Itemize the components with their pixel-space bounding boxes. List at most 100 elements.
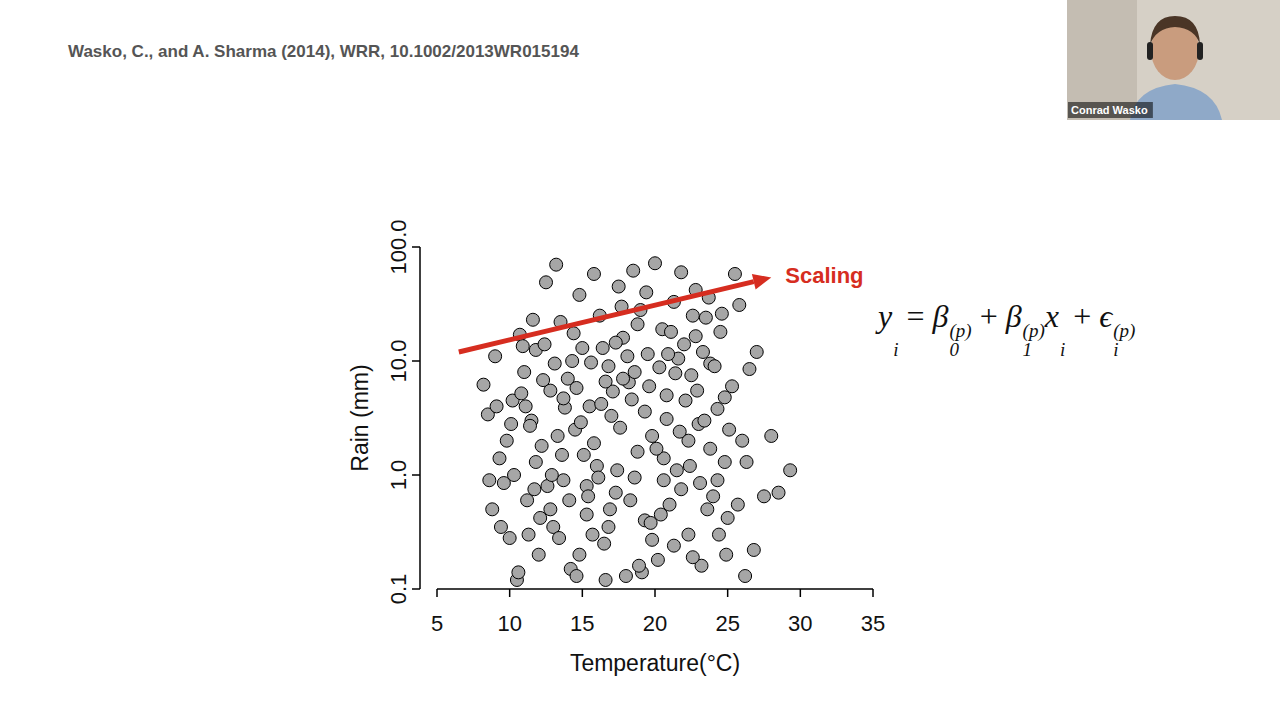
equation-part: + [972, 298, 1006, 334]
x-tick [727, 589, 729, 597]
point [529, 456, 542, 469]
point [505, 418, 518, 431]
point [566, 355, 579, 368]
point [573, 548, 586, 561]
y-axis-line [419, 247, 421, 589]
point [728, 267, 741, 280]
subscript: 0 [949, 340, 971, 360]
y-tick-label: 1.0 [386, 460, 411, 491]
point [649, 257, 662, 270]
subscript: i [893, 340, 898, 360]
y-tick-label: 0.1 [386, 574, 411, 605]
point [679, 394, 692, 407]
x-tick-label: 10 [497, 611, 521, 636]
point [528, 483, 541, 496]
point [612, 280, 625, 293]
point [555, 448, 568, 461]
point [696, 345, 709, 358]
point [489, 350, 502, 363]
point [686, 551, 699, 564]
equation-scripts: (p)0 [949, 321, 971, 361]
point [675, 266, 688, 279]
point [758, 490, 771, 503]
point [483, 474, 496, 487]
webcam-bg [1067, 0, 1280, 120]
equation-part: β [1006, 298, 1022, 334]
y-tick-label: 10.0 [386, 340, 411, 383]
y-tick [412, 246, 420, 248]
point [516, 340, 529, 353]
point [519, 400, 532, 413]
superscript [1060, 321, 1065, 341]
person-hair [1150, 16, 1200, 45]
point [686, 309, 699, 322]
x-tick-label: 20 [643, 611, 667, 636]
arrow-head [752, 274, 771, 290]
point [493, 452, 506, 465]
point [662, 348, 675, 361]
y-axis-title: Rain (mm) [347, 364, 373, 471]
scaling-arrow: Scaling [459, 263, 864, 352]
point [740, 456, 753, 469]
superscript: (p) [949, 321, 971, 341]
point [675, 483, 688, 496]
point [570, 381, 583, 394]
point [590, 459, 603, 472]
point [683, 459, 696, 472]
point [596, 342, 609, 355]
point [641, 348, 654, 361]
x-tick [872, 589, 874, 597]
x-tick [582, 589, 584, 597]
point [586, 528, 599, 541]
x-tick-label: 5 [431, 611, 443, 636]
point [631, 318, 644, 331]
point [772, 486, 785, 499]
point [701, 503, 714, 516]
point [714, 325, 727, 338]
equation-part: ϵ [1099, 298, 1112, 334]
point [557, 474, 570, 487]
point [587, 267, 600, 280]
point [678, 338, 691, 351]
point [646, 429, 659, 442]
point [708, 360, 721, 373]
point [512, 566, 525, 579]
point [603, 503, 616, 516]
x-tick-label: 35 [861, 611, 885, 636]
point [739, 570, 752, 583]
point [723, 423, 736, 436]
slide: Wasko, C., and A. Sharma (2014), WRR, 10… [0, 0, 1280, 720]
point [494, 520, 507, 533]
point [553, 532, 566, 545]
point [518, 366, 531, 379]
point [563, 494, 576, 507]
point [715, 307, 728, 320]
point [535, 439, 548, 452]
webcam: Conrad Wasko [1067, 0, 1280, 120]
equation-part: x [1045, 298, 1059, 334]
x-axis-title: Temperature(°C) [570, 650, 740, 676]
point [595, 397, 608, 410]
point [508, 469, 521, 482]
point [609, 336, 622, 349]
point [619, 570, 632, 583]
subscript: i [1113, 340, 1135, 360]
x-tick [654, 589, 656, 597]
point [698, 414, 711, 427]
point [750, 345, 763, 358]
point [540, 276, 553, 289]
equation-part: + [1065, 298, 1099, 334]
equation-scripts: (p)i [1113, 321, 1135, 361]
point [583, 400, 596, 413]
equation-part: y [878, 298, 892, 334]
point [660, 412, 673, 425]
point [721, 511, 734, 524]
point [726, 380, 739, 393]
point [602, 520, 615, 533]
point [582, 490, 595, 503]
point [532, 548, 545, 561]
point [633, 559, 646, 572]
x-tick-label: 30 [788, 611, 812, 636]
equation-scripts: (p)1 [1023, 321, 1045, 361]
point [628, 366, 641, 379]
